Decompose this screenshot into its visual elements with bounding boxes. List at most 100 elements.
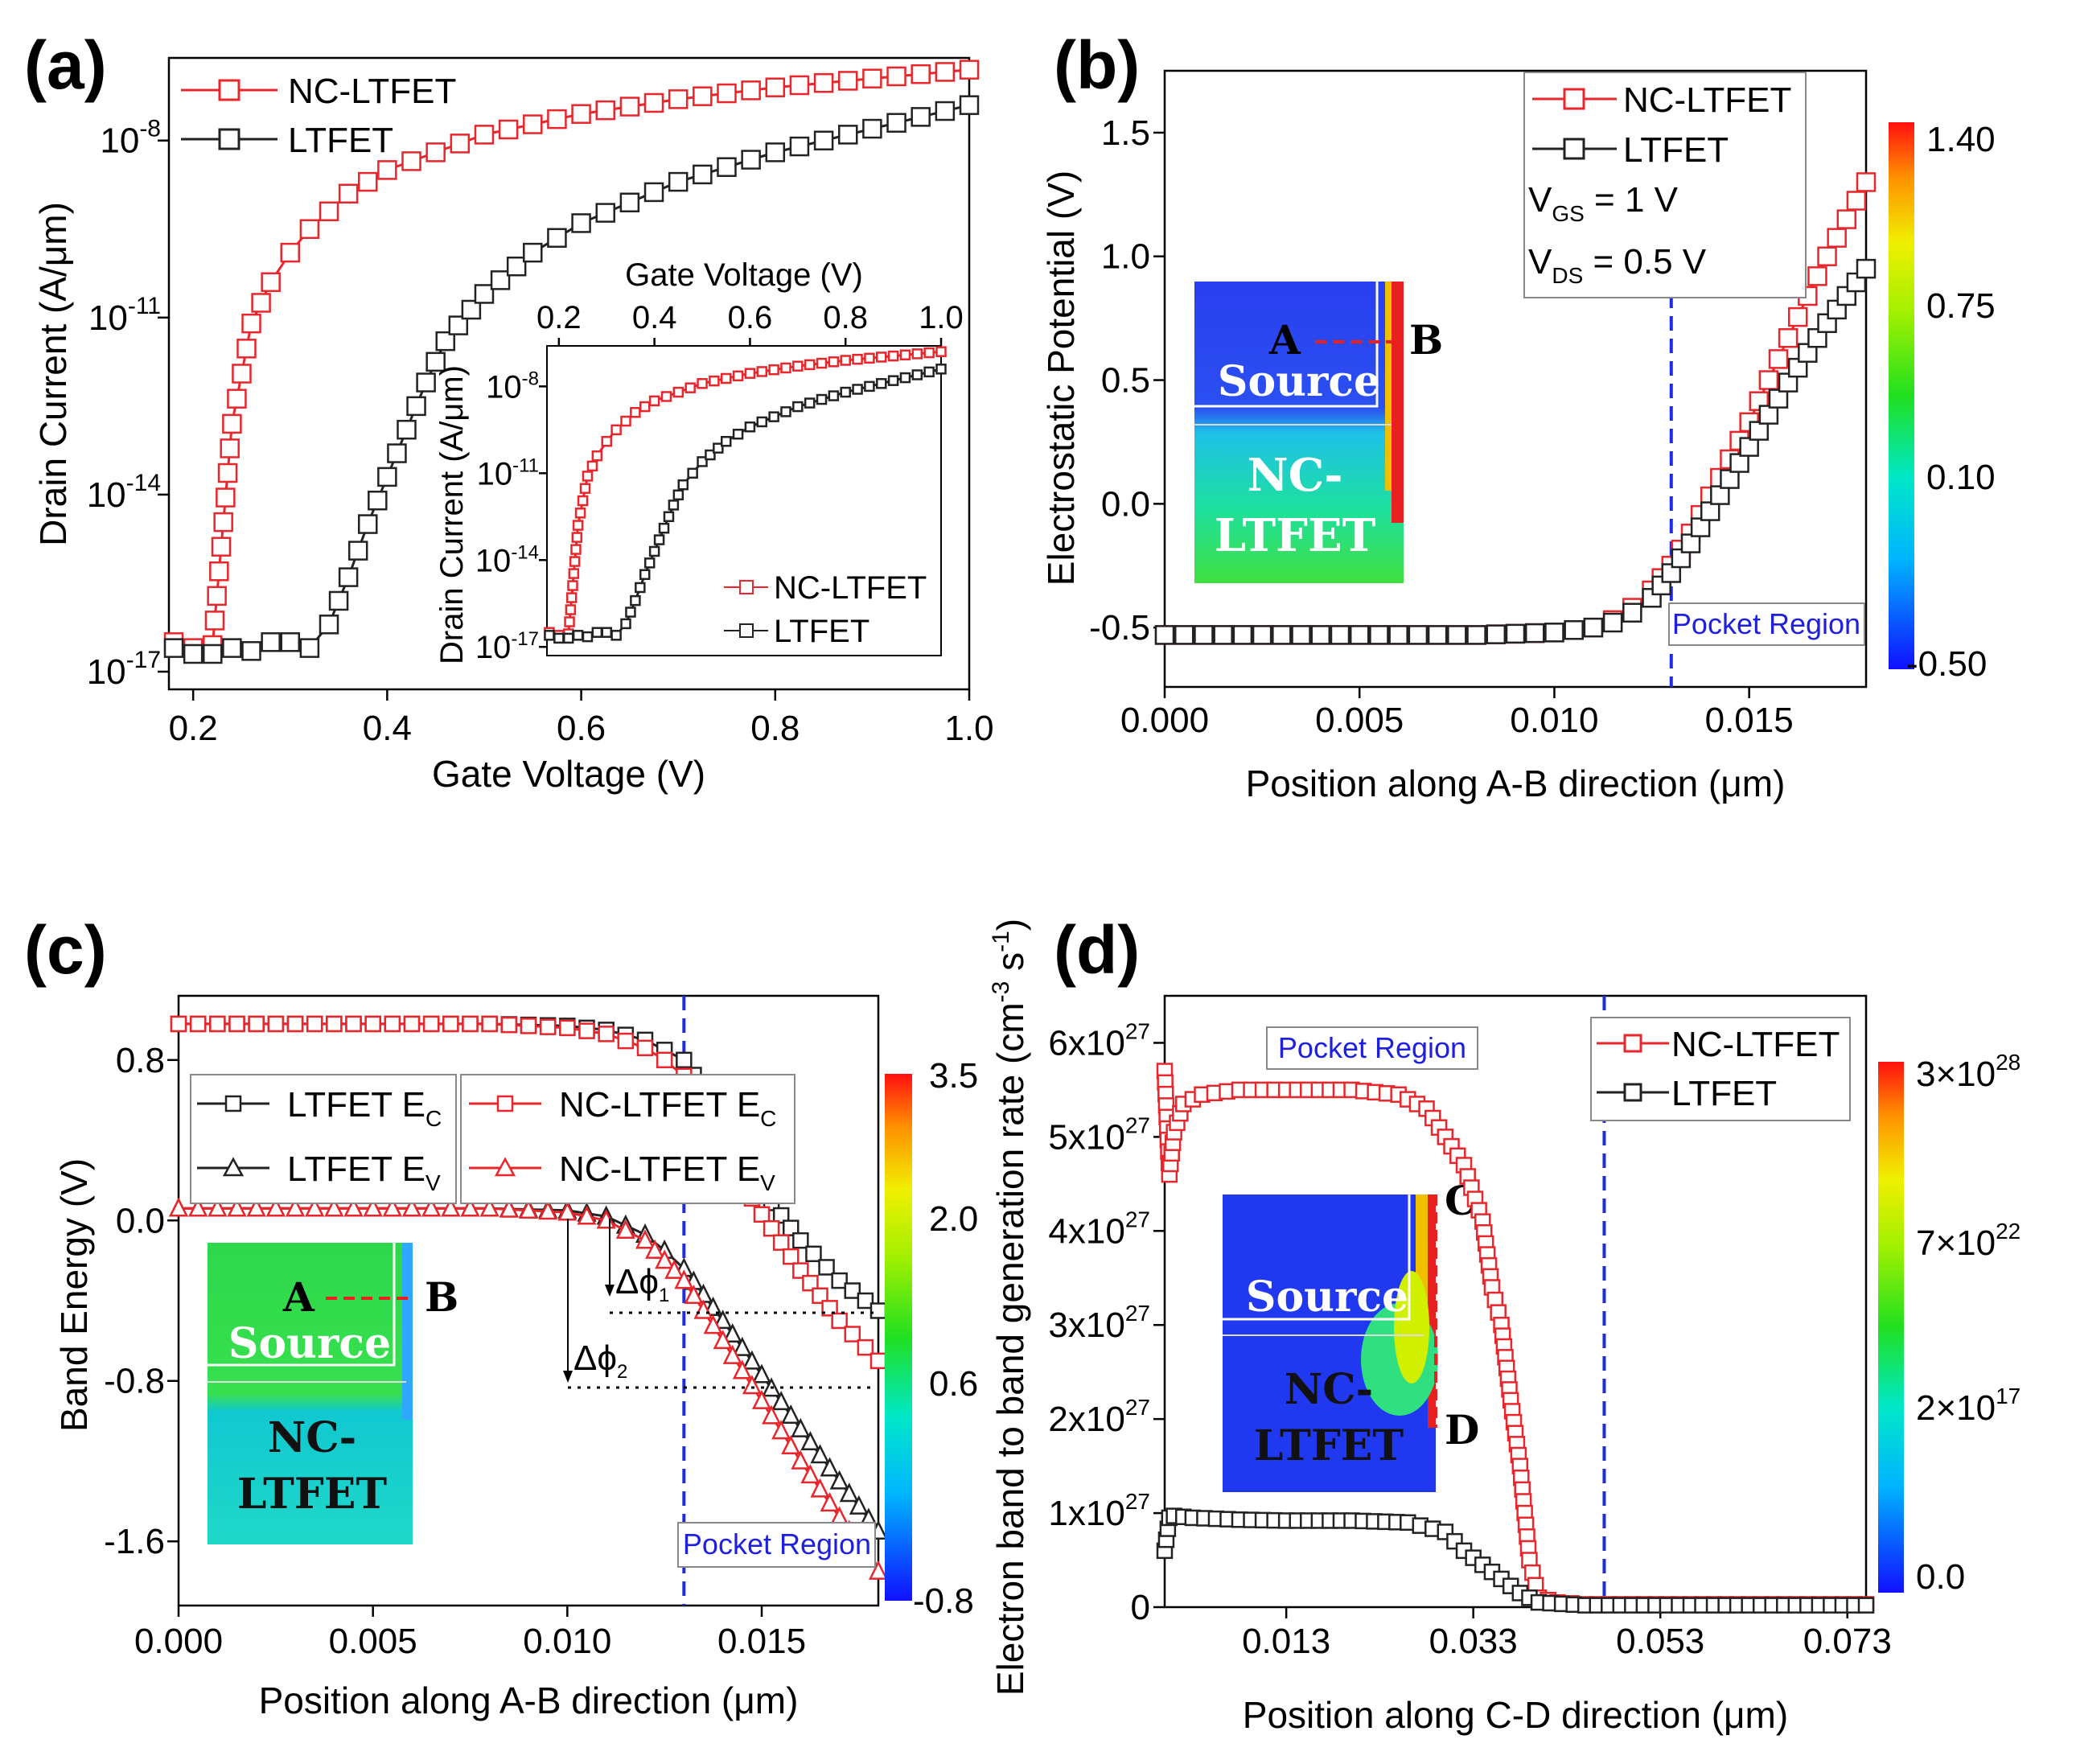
panel-c-ltfet-ec-point xyxy=(857,1292,874,1310)
panel-d-x-axis-label: Position along C-D direction (μm) xyxy=(1243,1694,1788,1736)
panel-a-nc-ltfet-point xyxy=(232,364,252,384)
panel-a-nc-ltfet-point xyxy=(216,487,236,508)
panel-a-nc-ltfet-point xyxy=(357,171,378,192)
legend-marker-nc-ltfet xyxy=(1563,88,1585,110)
inset-x-ticks: 0.2 0.4 0.6 0.8 1.0 xyxy=(536,300,964,346)
panel-b-ltfet-point xyxy=(1524,623,1545,644)
panel-b-ltfet-point xyxy=(1252,625,1272,645)
inset-nc-label: NC- xyxy=(1285,1365,1374,1414)
inset-ltfet-point xyxy=(732,428,744,440)
inset-x-tick-label: 1.0 xyxy=(919,300,964,335)
panel-b-nc-ltfet-point xyxy=(1827,228,1847,248)
panel-b-legend: NC-LTFET LTFET VGS = 1 V VDS = 0.5 V xyxy=(1523,72,1807,298)
panel-c-nc-ltfet-ec-point xyxy=(763,1219,780,1237)
panel-d-frame xyxy=(1163,994,1868,1609)
panel-c-nc-ltfet-ev-point xyxy=(188,1197,208,1217)
inset-nc-ltfet-point xyxy=(639,401,651,413)
panel-c-legend: LTFET EC LTFET EV NC-LTFET EC NC-LTFET E… xyxy=(190,1074,795,1204)
panel-b-ltfet-point xyxy=(1622,602,1642,623)
panel-c-ltfet-ev-point xyxy=(791,1417,811,1437)
panel-a-inset: Gate Voltage (V) 0.2 0.4 0.6 0.8 1.0 10-810-… xyxy=(434,257,964,665)
panel-b-ltfet-point xyxy=(1505,623,1526,644)
panel-c-nc-ltfet-ec-point xyxy=(209,1015,226,1033)
panel-c-nc-ltfet-ev-point xyxy=(401,1197,422,1217)
inset-nc-ltfet-point xyxy=(648,395,660,407)
panel-a-nc-ltfet-point xyxy=(935,62,956,82)
panel-a-nc-ltfet-point xyxy=(209,561,229,582)
panel-a-nc-ltfet-point xyxy=(571,104,591,124)
inset-nc-ltfet-point xyxy=(570,544,582,555)
panel-c-nc-ltfet-ec-point xyxy=(170,1015,187,1033)
panel-b-ltfet-point xyxy=(1349,625,1370,645)
panel-a-ltfet-point xyxy=(425,352,446,372)
panel-c-nc-ltfet-ec-point xyxy=(772,1234,790,1251)
panel-a-ltfet-point xyxy=(523,242,543,263)
inset-ltfet-point xyxy=(572,630,584,641)
x-tick-label: 0.005 xyxy=(329,1622,417,1661)
panel-a-ltfet-point xyxy=(693,164,713,185)
y-tick-label: -1.6 xyxy=(104,1522,165,1561)
legend-marker-ltfet xyxy=(1623,1083,1642,1102)
panel-a-nc-ltfet-point xyxy=(450,134,471,154)
panel-b-device-inset: A B Source NC- LTFET xyxy=(1194,282,1443,583)
inset-nc-ltfet-point xyxy=(720,372,732,384)
panel-a-ltfet-point xyxy=(547,228,567,249)
panel-c-nc-ltfet-ec-point xyxy=(500,1016,518,1034)
panel-a-ltfet-point xyxy=(338,567,359,587)
panel-c-nc-ltfet-ev-point xyxy=(820,1492,840,1512)
panel-c-ltfet-ec-point xyxy=(844,1282,861,1299)
panel-c-ltfet-ev-point xyxy=(849,1495,869,1515)
inset-x-axis-label: Gate Voltage (V) xyxy=(625,257,863,293)
panel-b-ltfet-point xyxy=(1739,437,1759,457)
vds-annotation: VDS = 0.5 V xyxy=(1528,242,1707,288)
panel-a-ltfet-point xyxy=(461,299,482,320)
legend-label-nc-ltfet: NC-LTFET xyxy=(288,72,456,111)
y-tick-label: 0.5 xyxy=(1101,361,1150,401)
inset-nc-ltfet-point xyxy=(577,495,589,507)
panel-c-nc-ltfet-ec-point xyxy=(539,1018,557,1035)
panel-a-ltfet-point xyxy=(357,514,378,534)
panel-b-ltfet-point xyxy=(1174,625,1194,645)
inset-ltfet-point xyxy=(658,522,670,534)
y-tick-label: 10-17 xyxy=(87,647,161,692)
panel-c-ltfet-ec-point xyxy=(792,1232,809,1249)
panel-a-ltfet-point xyxy=(474,284,495,304)
panel-c-nc-ltfet-ec-point xyxy=(656,1051,673,1069)
panel-a-ltfet-point xyxy=(886,113,906,133)
y-tick-label: 0 xyxy=(1131,1588,1150,1627)
panel-c-ltfet-ec-point xyxy=(805,1245,822,1263)
panel-c-nc-ltfet-ec-point xyxy=(384,1015,401,1033)
colorbar-b xyxy=(1889,122,1914,669)
inset-ltfet-point xyxy=(672,489,684,501)
inset-nc-ltfet-point xyxy=(572,520,584,531)
inset-nc-ltfet-point xyxy=(591,450,603,462)
inset-ltfet-point xyxy=(648,545,660,557)
y-tick-label: -0.8 xyxy=(104,1362,165,1401)
panel-a-ltfet-point xyxy=(490,270,511,290)
y-tick-label: 0.8 xyxy=(116,1041,165,1080)
inset-nc-ltfet-point xyxy=(709,375,720,387)
panel-c-ltfet-ev-point xyxy=(781,1404,801,1424)
inset-y-tick-label: 10-17 xyxy=(475,628,539,665)
inset-y-axis-label: Drain Current (A/μm) xyxy=(434,365,470,664)
inset-nc-ltfet-point xyxy=(601,435,612,447)
panel-a-ltfet-point xyxy=(328,590,349,611)
panel-c-nc-ltfet-ec-point xyxy=(792,1262,809,1279)
panel-c-nc-ltfet-ec-point xyxy=(422,1015,440,1033)
x-tick-label: 0.010 xyxy=(523,1622,611,1661)
panel-a-nc-ltfet-point xyxy=(377,160,397,180)
inset-nc-ltfet-point xyxy=(582,471,594,482)
legend-marker-ltfet xyxy=(218,128,240,150)
panel-a-ltfet-point xyxy=(959,95,980,115)
panel-c-nc-ltfet-ec-point xyxy=(617,1032,635,1050)
panel-c-nc-ltfet-ec-point xyxy=(306,1015,323,1033)
panel-c-nc-ltfet-ev-point xyxy=(791,1449,811,1470)
legend-marker-ltfet xyxy=(1563,138,1585,160)
colorbar-d xyxy=(1878,1062,1904,1593)
inset-ltfet-point xyxy=(899,372,911,384)
panel-c-ltfet-ec-point xyxy=(676,1051,693,1069)
legend-label-ltfet: LTFET xyxy=(1671,1074,1777,1113)
panel-c-nc-ltfet-ev-point xyxy=(722,1344,742,1364)
inset-ltfet-point xyxy=(713,442,724,454)
panel-a-nc-ltfet-point xyxy=(765,77,786,97)
